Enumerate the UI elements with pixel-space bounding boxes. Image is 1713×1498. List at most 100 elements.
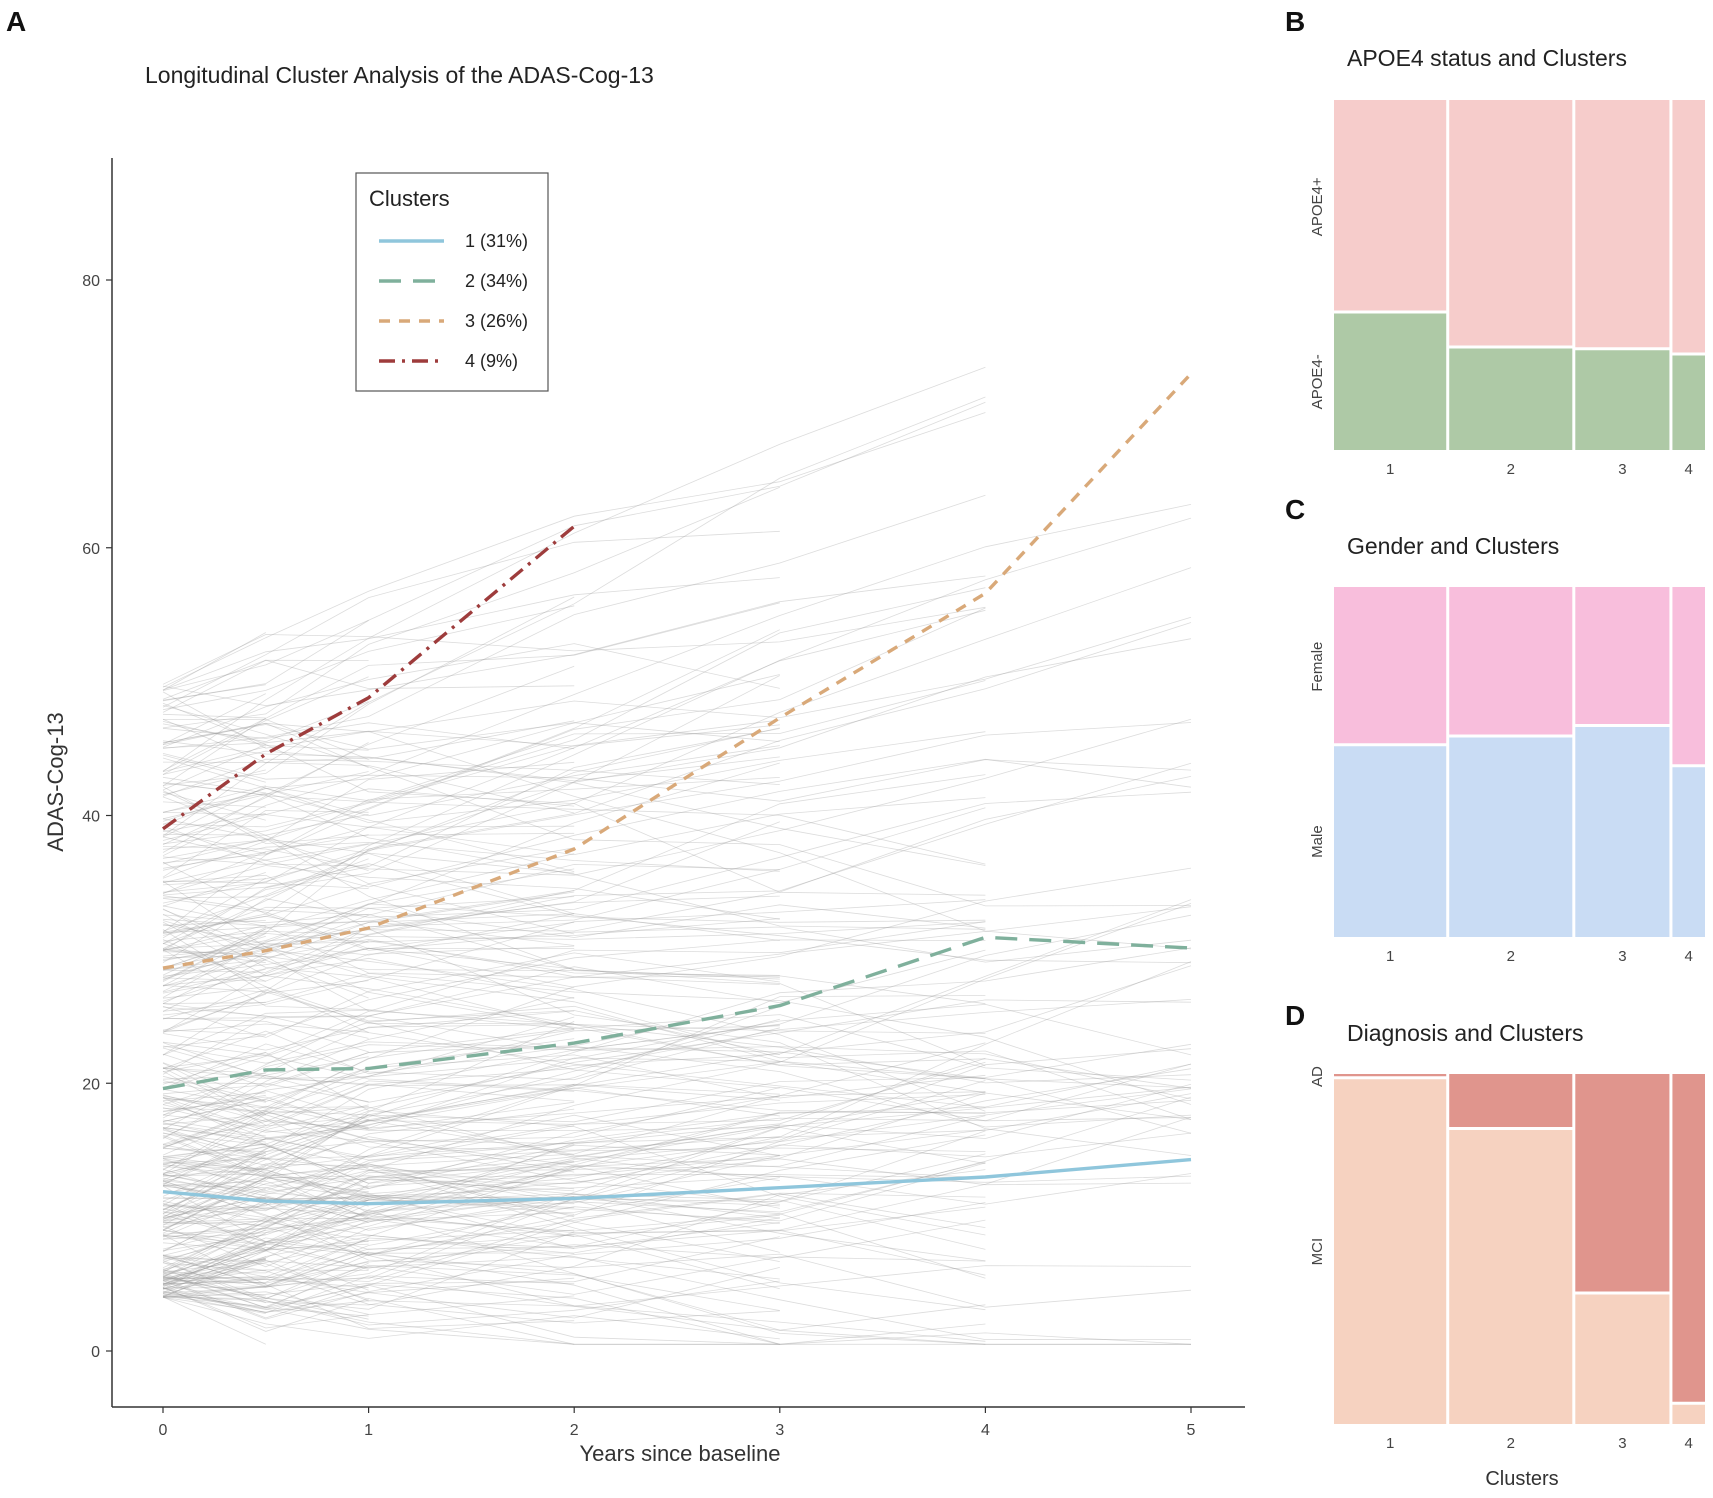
individual-trajectory [162, 1202, 369, 1251]
individual-trajectory [162, 1056, 369, 1130]
individual-trajectory [162, 1158, 986, 1222]
individual-trajectory [162, 720, 575, 775]
individual-trajectory [162, 1184, 1191, 1345]
individual-trajectory [162, 722, 575, 750]
mosaic-cell-ad-cluster-4 [1672, 1074, 1705, 1402]
individual-trajectory [162, 1254, 266, 1288]
legend-label-2: 2 (34%) [465, 271, 528, 291]
individual-trajectory [162, 643, 780, 748]
individual-trajectories [162, 366, 1192, 1345]
individual-trajectory [162, 1251, 369, 1298]
individual-trajectory [162, 1258, 266, 1273]
individual-trajectory [162, 935, 266, 969]
individual-trajectory [162, 782, 986, 930]
individual-trajectory [162, 1090, 369, 1121]
x-ticks: 0 1 2 3 4 5 [159, 1407, 1196, 1439]
individual-trajectory [162, 1160, 780, 1262]
individual-trajectory [162, 607, 986, 933]
individual-trajectory [162, 1092, 266, 1102]
individual-trajectory [162, 949, 575, 1030]
individual-trajectory [162, 1203, 369, 1250]
individual-trajectory [162, 659, 575, 700]
individual-trajectory [162, 1114, 780, 1160]
individual-trajectory [162, 1142, 575, 1290]
mosaic-y-label-upper: APOE4+ [1309, 177, 1326, 236]
individual-trajectory [162, 908, 369, 999]
individual-trajectory [162, 896, 575, 960]
individual-trajectory [162, 1157, 575, 1237]
individual-trajectory [162, 1091, 986, 1256]
individual-trajectory [162, 1293, 266, 1314]
mosaic-x-tick-label: 1 [1386, 948, 1394, 965]
individual-trajectory [162, 1222, 780, 1284]
individual-trajectory [162, 722, 780, 750]
individual-trajectory [162, 965, 1192, 1166]
individual-trajectory [162, 1122, 266, 1146]
individual-trajectory [162, 776, 266, 794]
individual-trajectory [162, 1221, 369, 1269]
mosaic-cell-male-cluster-3 [1575, 727, 1670, 937]
individual-trajectory [162, 1104, 369, 1186]
cluster-3-line [162, 372, 1193, 970]
individual-trajectory [162, 1265, 1192, 1313]
panel-letter-c: C [1285, 494, 1306, 525]
individual-trajectory [162, 796, 575, 885]
individual-trajectory [162, 705, 1192, 907]
individual-trajectory [162, 713, 266, 719]
individual-trajectory [162, 1277, 575, 1314]
individual-trajectory [162, 691, 1192, 950]
individual-trajectory [162, 838, 986, 1067]
individual-trajectory [162, 1260, 266, 1297]
mosaic-cell-apoe4--cluster-2 [1449, 100, 1573, 346]
individual-trajectory [162, 948, 1192, 1134]
individual-trajectory [162, 1277, 266, 1286]
individual-trajectory [162, 1255, 266, 1271]
mosaic-gender: 1 2 3 4 Male Female [1309, 587, 1705, 965]
mosaic-x-tick-label: 3 [1618, 1435, 1626, 1452]
individual-trajectory [162, 1164, 369, 1207]
individual-trajectory [162, 1042, 575, 1102]
mosaic-cell-mci-cluster-3 [1575, 1294, 1670, 1424]
individual-trajectory [162, 701, 369, 743]
individual-trajectory [162, 1041, 1192, 1089]
individual-trajectory [162, 1017, 369, 1053]
individual-trajectory [162, 947, 575, 988]
individual-trajectory [162, 1244, 266, 1275]
mosaic-cell-apoe4--cluster-1 [1334, 313, 1447, 450]
individual-trajectory [162, 1257, 266, 1290]
mosaic-cell-ad-cluster-1 [1334, 1074, 1447, 1077]
mosaic-d-title: Diagnosis and Clusters [1347, 1020, 1584, 1046]
main-line-chart: 0 20 40 60 80 0 1 2 3 4 5 Years since baseline AD… [43, 158, 1245, 1466]
individual-trajectory [162, 791, 1192, 964]
mosaic-c-title: Gender and Clusters [1347, 533, 1560, 559]
individual-trajectory [162, 1296, 266, 1345]
individual-trajectory [162, 1042, 986, 1209]
individual-trajectory [162, 1234, 575, 1329]
individual-trajectory [162, 1177, 369, 1231]
individual-trajectory [162, 1219, 986, 1284]
individual-trajectory [162, 1194, 575, 1228]
individual-trajectory [162, 754, 266, 783]
individual-trajectory [162, 1260, 266, 1304]
mosaic-x-tick-label: 4 [1685, 1435, 1693, 1452]
individual-trajectory [162, 1010, 575, 1051]
individual-trajectory [162, 1276, 986, 1345]
individual-trajectory [162, 1291, 369, 1315]
individual-trajectory [162, 1027, 780, 1089]
individual-trajectory [162, 1095, 780, 1181]
individual-trajectory [162, 740, 986, 866]
individual-trajectory [162, 1094, 986, 1202]
x-tick-label: 5 [1187, 1422, 1196, 1439]
individual-trajectory [162, 718, 1192, 876]
individual-trajectory [162, 1147, 986, 1252]
individual-trajectory [162, 717, 267, 787]
individual-trajectory [162, 1234, 780, 1281]
individual-trajectory [162, 743, 266, 791]
individual-trajectory [162, 947, 1192, 1127]
individual-trajectory [162, 1003, 1192, 1080]
mosaic-cell-apoe4--cluster-4 [1672, 100, 1705, 353]
individual-trajectory [162, 841, 780, 872]
individual-trajectory [162, 1272, 369, 1317]
mosaic-cell-apoe4--cluster-1 [1334, 100, 1447, 311]
individual-trajectory [162, 949, 266, 964]
